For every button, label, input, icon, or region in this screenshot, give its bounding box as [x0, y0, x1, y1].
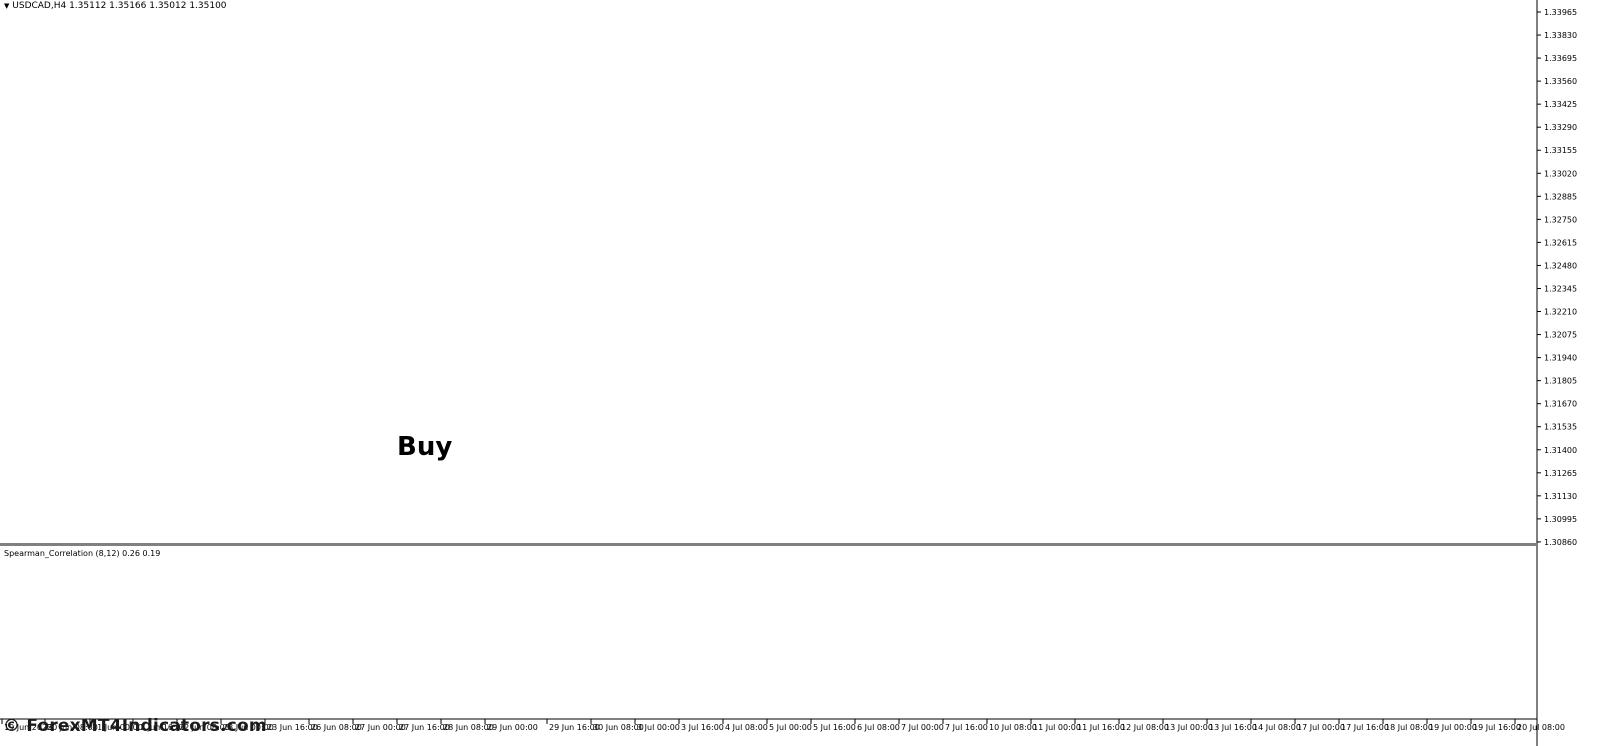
time-tick-label: 13 Jul 16:00: [1209, 723, 1257, 732]
time-tick-label: 11 Jul 16:00: [1077, 723, 1125, 732]
time-tick-label: 10 Jul 08:00: [989, 723, 1037, 732]
time-tick-label: 21 Jun 00:00: [92, 723, 143, 732]
time-tick-label: 23 Jun 00:00: [223, 723, 274, 732]
price-tick-label: 1.33020: [1544, 169, 1577, 178]
time-tick-label: 4 Jul 08:00: [725, 723, 768, 732]
price-tick-label: 1.32075: [1544, 331, 1577, 340]
time-tick-label: 22 Jun 08:00: [179, 723, 230, 732]
time-tick-label: 3 Jul 00:00: [637, 723, 680, 732]
time-tick-label: 17 Jul 16:00: [1341, 723, 1389, 732]
time-tick-label: 19 Jul 00:00: [1429, 723, 1477, 732]
time-tick-label: 11 Jul 00:00: [1033, 723, 1081, 732]
time-tick-label: 6 Jul 08:00: [857, 723, 900, 732]
time-tick-label: 30 Jun 08:00: [593, 723, 644, 732]
price-tick-label: 1.33830: [1544, 31, 1577, 40]
price-tick-label: 1.33965: [1544, 8, 1577, 17]
time-tick-label: 27 Jun 00:00: [355, 723, 406, 732]
time-tick-label: 20 Jun 08:00: [47, 723, 98, 732]
time-tick-label: 23 Jun 16:00: [267, 723, 318, 732]
time-tick-label: 14 Jul 08:00: [1253, 723, 1301, 732]
price-tick-label: 1.31265: [1544, 469, 1577, 478]
price-tick-label: 1.32480: [1544, 261, 1577, 270]
time-tick-label: 7 Jul 16:00: [945, 723, 988, 732]
price-tick-label: 1.33290: [1544, 123, 1577, 132]
price-tick-label: 1.31535: [1544, 423, 1577, 432]
pane-separator[interactable]: [0, 543, 1537, 546]
price-tick-label: 1.32345: [1544, 284, 1577, 293]
time-tick-label: 5 Jul 16:00: [813, 723, 856, 732]
price-tick-label: 1.31400: [1544, 446, 1577, 455]
price-tick-label: 1.32750: [1544, 215, 1577, 224]
symbol-header: ▼ USDCAD,H4 1.35112 1.35166 1.35012 1.35…: [4, 1, 227, 11]
watermark: © ForexMT4Indicators.com: [3, 716, 267, 736]
price-tick-label: 1.31940: [1544, 354, 1577, 363]
buy-label: Buy: [397, 432, 453, 462]
time-tick-label: 29 Jun 00:00: [487, 723, 538, 732]
price-tick-label: 1.33425: [1544, 100, 1577, 109]
time-tick-label: 28 Jun 08:00: [443, 723, 494, 732]
time-tick-label: 12 Jul 08:00: [1121, 723, 1169, 732]
time-tick-label: 19 Jul 16:00: [1473, 723, 1521, 732]
price-tick-label: 1.32615: [1544, 238, 1577, 247]
time-tick-label: 7 Jul 00:00: [901, 723, 944, 732]
time-tick-label: 21 Jun 16:00: [135, 723, 186, 732]
time-tick-label: 13 Jul 00:00: [1165, 723, 1213, 732]
time-tick-label: 20 Jul 08:00: [1517, 723, 1565, 732]
time-tick-label: 3 Jul 16:00: [681, 723, 724, 732]
price-tick-label: 1.31670: [1544, 400, 1577, 409]
time-tick-label: 17 Jul 00:00: [1297, 723, 1345, 732]
time-tick-label: 26 Jun 08:00: [311, 723, 362, 732]
price-tick-label: 1.33695: [1544, 54, 1577, 63]
time-tick-label: 5 Jul 00:00: [769, 723, 812, 732]
time-tick-label: 27 Jun 16:00: [399, 723, 450, 732]
time-tick-label: 19 Jun 2023: [4, 723, 52, 732]
time-tick-label: 29 Jun 16:00: [549, 723, 600, 732]
price-tick-label: 1.30995: [1544, 515, 1577, 524]
price-tick-label: 1.31130: [1544, 492, 1577, 501]
price-tick-label: 1.32210: [1544, 308, 1577, 317]
indicator-title: Spearman_Correlation (8,12) 0.26 0.19: [4, 549, 161, 558]
price-tick-label: 1.30860: [1544, 538, 1577, 547]
time-tick-label: 18 Jul 08:00: [1385, 723, 1433, 732]
price-tick-label: 1.33155: [1544, 146, 1577, 155]
symbol-ohlc-text: USDCAD,H4 1.35112 1.35166 1.35012 1.3510…: [12, 1, 227, 11]
price-tick-label: 1.31805: [1544, 377, 1577, 386]
price-tick-label: 1.32885: [1544, 192, 1577, 201]
triangle-down-icon[interactable]: ▼: [4, 2, 10, 10]
price-tick-label: 1.33560: [1544, 77, 1577, 86]
